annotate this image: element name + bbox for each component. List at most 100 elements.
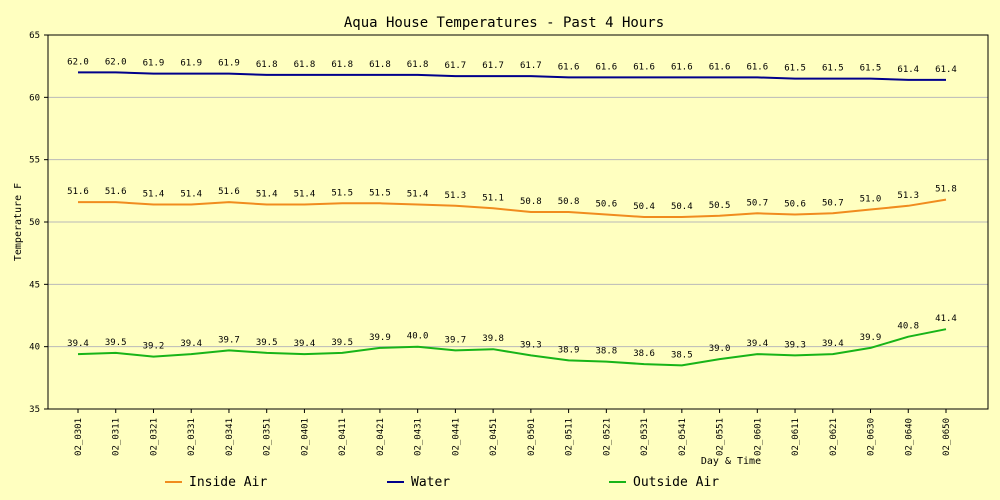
data-label: 51.0 <box>860 195 882 205</box>
data-label: 39.4 <box>822 339 844 349</box>
data-label: 61.7 <box>520 61 542 71</box>
data-label: 39.7 <box>218 335 240 345</box>
x-tick-label: 02_0311 <box>112 418 122 456</box>
y-tick-label: 60 <box>29 93 40 103</box>
data-label: 61.9 <box>143 59 165 69</box>
x-tick-label: 02_0301 <box>74 418 84 456</box>
data-label: 61.6 <box>671 62 693 72</box>
y-tick-label: 45 <box>29 280 40 290</box>
data-label: 51.4 <box>256 190 278 200</box>
data-label: 51.5 <box>331 188 353 198</box>
y-tick-label: 40 <box>29 343 40 353</box>
data-label: 50.5 <box>709 201 731 211</box>
data-label: 61.8 <box>294 60 316 70</box>
chart-title: Aqua House Temperatures - Past 4 Hours <box>344 15 664 31</box>
series-line-inside-air <box>78 198 947 218</box>
legend-label: Water <box>411 475 450 490</box>
data-label: 50.7 <box>746 198 768 208</box>
x-axis-label: Day & Time <box>701 456 761 467</box>
data-label: 39.9 <box>369 333 391 343</box>
y-axis-ticks: 35 40 45 50 55 60 65 <box>29 31 48 415</box>
data-label: 61.4 <box>897 65 919 75</box>
data-label: 61.6 <box>709 62 731 72</box>
legend-label: Inside Air <box>189 475 267 490</box>
y-tick-label: 55 <box>29 156 40 166</box>
data-label: 39.5 <box>331 338 353 348</box>
x-tick-label: 02_0551 <box>716 418 726 456</box>
data-label: 39.8 <box>482 334 504 344</box>
data-label: 39.4 <box>67 339 89 349</box>
data-label: 61.6 <box>746 62 768 72</box>
data-label: 39.2 <box>143 342 165 352</box>
data-label: 50.8 <box>558 197 580 207</box>
series-line-outside-air <box>77 328 947 367</box>
x-tick-label: 02_0511 <box>565 418 575 456</box>
data-label: 61.7 <box>482 61 504 71</box>
data-label: 39.0 <box>709 344 731 354</box>
legend: Inside Air Water Outside Air <box>165 475 719 490</box>
data-label: 38.8 <box>596 347 618 357</box>
x-tick-label: 02_0421 <box>376 418 386 456</box>
data-label: 61.4 <box>935 65 957 75</box>
x-tick-label: 02_0401 <box>300 418 310 456</box>
data-label: 51.6 <box>67 187 89 197</box>
data-label: 51.1 <box>482 193 504 203</box>
y-tick-label: 50 <box>29 218 40 228</box>
x-tick-label: 02_0431 <box>414 418 424 456</box>
x-tick-label: 02_0411 <box>338 418 348 456</box>
data-label: 61.9 <box>180 59 202 69</box>
x-tick-label: 02_0331 <box>187 418 197 456</box>
data-label: 61.9 <box>218 59 240 69</box>
data-label: 39.5 <box>256 338 278 348</box>
data-label: 39.7 <box>445 335 467 345</box>
data-label: 51.4 <box>407 190 429 200</box>
x-tick-label: 02_0321 <box>149 418 159 456</box>
x-tick-label: 02_0341 <box>225 418 235 456</box>
x-tick-label: 02_0351 <box>263 418 273 456</box>
data-label: 50.8 <box>520 197 542 207</box>
data-label: 50.6 <box>784 200 806 210</box>
data-label: 61.8 <box>369 60 391 70</box>
data-label: 50.4 <box>671 202 693 212</box>
data-label: 38.9 <box>558 345 580 355</box>
data-label: 61.5 <box>860 64 882 74</box>
data-label: 51.6 <box>218 187 240 197</box>
x-tick-label: 02_0640 <box>904 418 914 456</box>
data-label: 50.6 <box>596 200 618 210</box>
data-labels: 51.6 51.6 51.4 51.4 51.6 51.4 51.4 51.5 51.5 51.4… <box>67 57 957 360</box>
data-label: 61.8 <box>256 60 278 70</box>
data-label: 50.4 <box>633 202 655 212</box>
data-label: 40.8 <box>897 322 919 332</box>
x-tick-label: 02_0541 <box>678 418 688 456</box>
y-axis-label: Temperature F <box>13 183 24 261</box>
x-tick-label: 02_0621 <box>829 418 839 456</box>
data-label: 61.8 <box>407 60 429 70</box>
y-tick-label: 35 <box>29 405 40 415</box>
x-tick-label: 02_0531 <box>640 418 650 456</box>
data-label: 39.5 <box>105 338 127 348</box>
data-label: 62.0 <box>67 57 89 67</box>
data-label: 51.4 <box>294 190 316 200</box>
data-label: 51.8 <box>935 185 957 195</box>
x-tick-label: 02_0630 <box>867 418 877 456</box>
data-label: 51.4 <box>180 190 202 200</box>
data-label: 39.4 <box>180 339 202 349</box>
x-tick-label: 02_0601 <box>753 418 763 456</box>
x-tick-label: 02_0521 <box>602 418 612 456</box>
series-lines <box>77 71 947 367</box>
data-label: 41.4 <box>935 314 957 324</box>
data-label: 61.8 <box>331 60 353 70</box>
data-label: 61.6 <box>558 62 580 72</box>
data-label: 50.7 <box>822 198 844 208</box>
data-label: 51.4 <box>143 190 165 200</box>
legend-label: Outside Air <box>633 475 719 490</box>
data-label: 38.5 <box>671 350 693 360</box>
data-label: 61.6 <box>596 62 618 72</box>
data-label: 39.3 <box>784 340 806 350</box>
data-label: 38.6 <box>633 349 655 359</box>
data-label: 51.3 <box>897 191 919 201</box>
data-label: 61.5 <box>784 64 806 74</box>
data-label: 39.9 <box>860 333 882 343</box>
x-tick-label: 02_0451 <box>489 418 499 456</box>
data-label: 61.6 <box>633 62 655 72</box>
